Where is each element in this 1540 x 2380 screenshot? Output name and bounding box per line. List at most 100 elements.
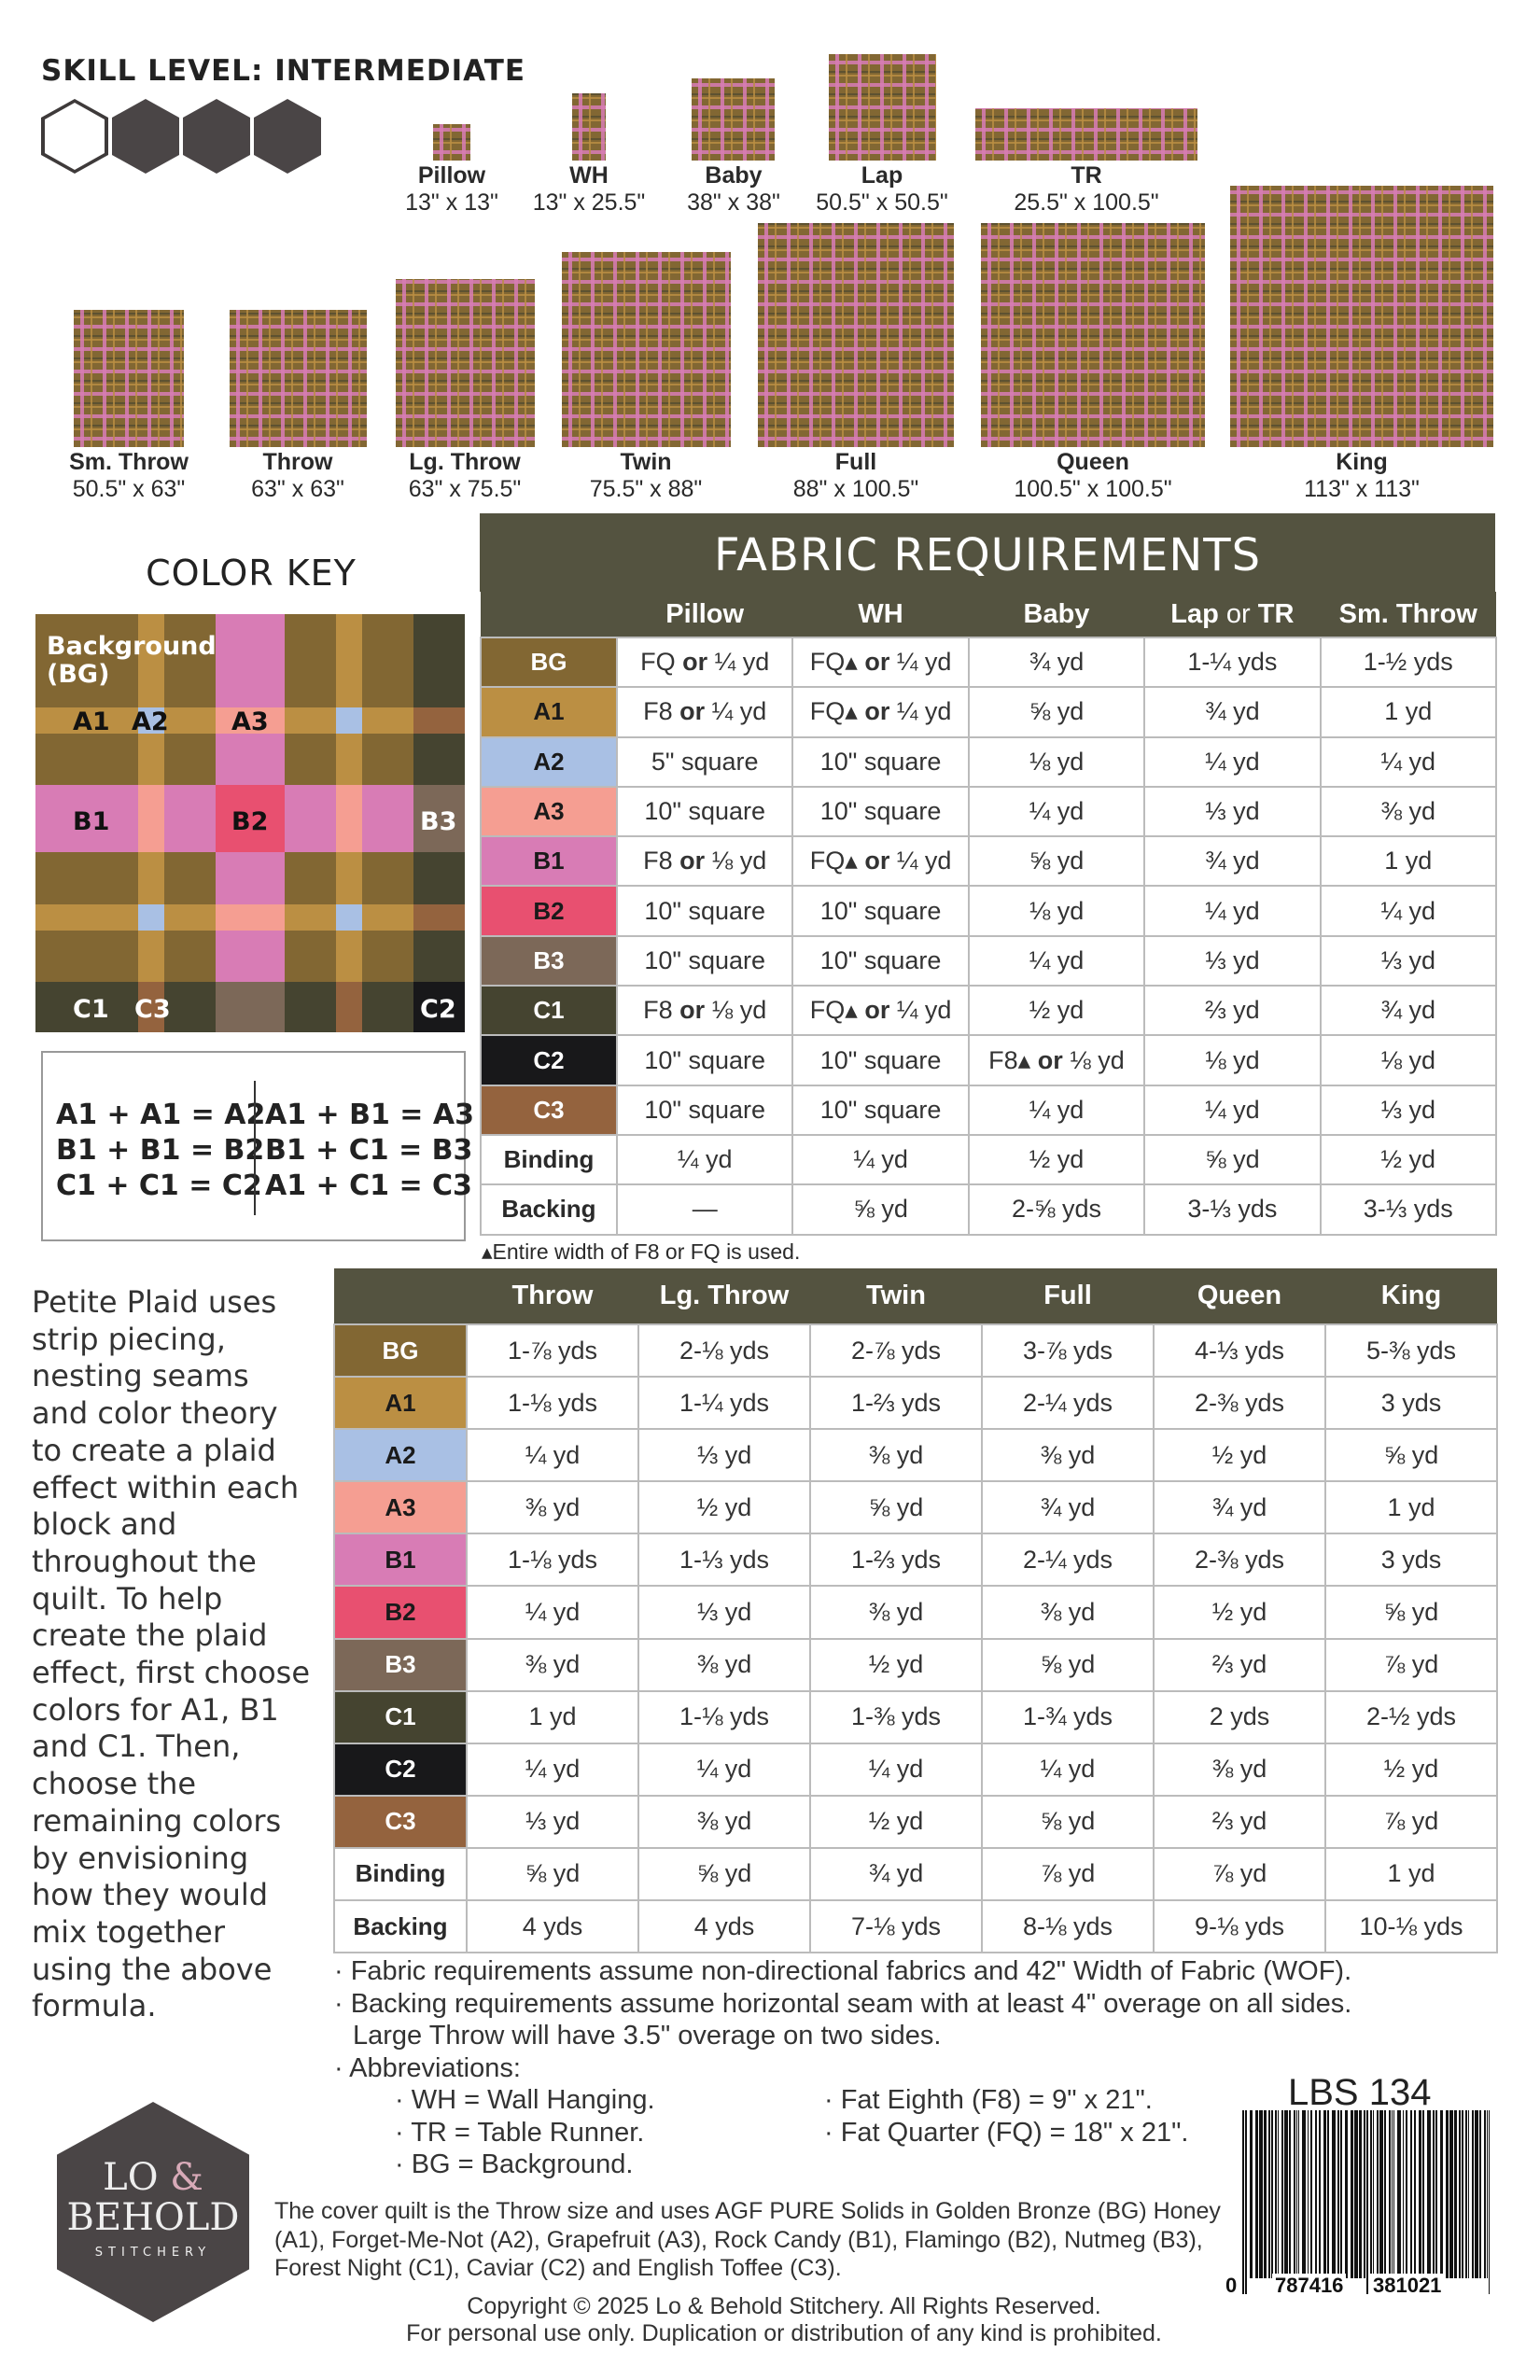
barcode-bar xyxy=(1373,2110,1374,2278)
row-label: C1 xyxy=(333,1689,468,1744)
plaid-cell xyxy=(413,733,465,785)
size-dims: 13" x 25.5" xyxy=(532,189,646,216)
column-header: Queen xyxy=(1154,1268,1325,1324)
table-cell: ¼ yd xyxy=(466,1428,639,1483)
table-cell: 2-¼ yds xyxy=(981,1376,1155,1431)
table-cell: 7-⅛ yds xyxy=(809,1899,983,1954)
plaid-cell xyxy=(163,931,217,982)
column-header: Lg. Throw xyxy=(638,1268,810,1324)
formulas-left: A1 + A1 = A2 B1 + B1 = B2 C1 + C1 = C2 xyxy=(56,1098,265,1204)
logo-text: LO xyxy=(103,2156,159,2199)
color-key-title: COLOR KEY xyxy=(146,553,357,594)
barcode-bar xyxy=(1468,2110,1469,2278)
table-cell: ⅓ yd xyxy=(466,1794,639,1849)
table-cell: ⅔ yd xyxy=(1153,1637,1326,1692)
abbreviation: · WH = Wall Hanging. xyxy=(395,2085,655,2115)
abbreviation: · Fat Quarter (FQ) = 18" x 21". xyxy=(824,2117,1189,2148)
barcode-bar xyxy=(1310,2110,1312,2278)
table-cell: ⅓ yd xyxy=(1319,934,1497,987)
cover-quilt-info: The cover quilt is the Throw size and us… xyxy=(274,2198,1221,2281)
plaid-cell xyxy=(35,931,139,982)
barcode-bar xyxy=(1377,2110,1379,2278)
table-cell: ⅝ yd xyxy=(1143,1133,1322,1186)
column-header: King xyxy=(1325,1268,1497,1324)
quilt-thumbnail xyxy=(433,124,470,161)
table-row: C3 ⅓ yd ⅜ yd ½ yd ⅝ yd ⅔ yd ⅞ yd xyxy=(333,1794,1498,1849)
table-row: B1 F8 or ⅛ yd FQ▴ or ¼ yd ⅝ yd ¾ yd 1 yd xyxy=(480,835,1497,888)
size-label: Full 88" x 100.5" xyxy=(793,449,919,503)
table-cell: 10" square xyxy=(791,735,970,788)
row-label: A1 xyxy=(333,1376,468,1431)
table-cell: 2-½ yds xyxy=(1324,1689,1498,1744)
size-dims: 75.5" x 88" xyxy=(589,476,703,502)
logo-text: & xyxy=(170,2156,203,2199)
plaid-cell xyxy=(163,733,217,785)
abbreviation: · BG = Background. xyxy=(395,2149,634,2179)
divider xyxy=(254,1081,256,1215)
barcode-bar xyxy=(1422,2110,1424,2278)
table-cell: ½ yd xyxy=(809,1637,983,1692)
plaid-cell xyxy=(284,707,336,734)
barcode-bar xyxy=(1296,2110,1297,2278)
abbreviations-right: · Fat Eighth (F8) = 9" x 21". · Fat Quar… xyxy=(824,2084,1188,2149)
table-cell: ½ yd xyxy=(1153,1428,1326,1483)
formula: A1 + C1 = C3 xyxy=(265,1169,472,1202)
fabric-requirements-title: FABRIC REQUIREMENTS xyxy=(480,513,1495,592)
label-a2: A2 xyxy=(132,707,169,736)
row-label: BG xyxy=(333,1323,468,1379)
barcode-bar xyxy=(1337,2110,1339,2278)
plaid-cell xyxy=(284,614,336,707)
barcode-bar xyxy=(1440,2110,1443,2278)
size-dims: 38" x 38" xyxy=(687,189,780,216)
row-label: B1 xyxy=(480,835,618,888)
plaid-cell xyxy=(35,733,139,785)
table-cell: ⅝ yd xyxy=(1324,1585,1498,1640)
row-label: B3 xyxy=(480,934,618,987)
brand-logo: LO & BEHOLD STITCHERY xyxy=(57,2102,249,2322)
table-cell: 2-⅛ yds xyxy=(637,1323,811,1379)
barcode-bar xyxy=(1435,2110,1437,2278)
plaid-cell xyxy=(413,614,465,707)
table-cell: ½ yd xyxy=(967,985,1146,1037)
barcode-bar xyxy=(1284,2110,1288,2278)
plaid-cell xyxy=(35,707,139,734)
plaid-cell xyxy=(335,852,362,904)
table-cell: ¼ yd xyxy=(1143,885,1322,937)
note: · Abbreviations: xyxy=(334,2052,521,2083)
size-label: Twin 75.5" x 88" xyxy=(590,449,703,503)
size-name: Sm. Throw xyxy=(69,449,189,475)
row-label: C1 xyxy=(480,985,618,1037)
barcode-digit: 381021 xyxy=(1370,2274,1445,2298)
table-cell: 10" square xyxy=(791,785,970,838)
row-label: A3 xyxy=(333,1480,468,1535)
table-row: C1 1 yd 1-⅛ yds 1-⅜ yds 1-¾ yds 2 yds 2-½ yds xyxy=(333,1689,1498,1744)
barcode-bar xyxy=(1255,2110,1258,2278)
row-label: C3 xyxy=(333,1794,468,1849)
note: Large Throw will have 3.5" overage on tw… xyxy=(353,2021,942,2051)
table-cell: ⅝ yd xyxy=(637,1846,811,1902)
formula: B1 + C1 = B3 xyxy=(265,1134,473,1167)
row-label: B2 xyxy=(333,1585,468,1640)
barcode-bar xyxy=(1345,2110,1348,2278)
plaid-cell xyxy=(413,931,465,982)
barcode-bar xyxy=(1354,2110,1358,2278)
column-header: Twin xyxy=(810,1268,982,1324)
size-name: WH xyxy=(569,162,609,189)
plaid-cell xyxy=(138,733,164,785)
size-name: Lg. Throw xyxy=(409,449,521,475)
plaid-cell xyxy=(413,784,465,853)
barcode-bar xyxy=(1489,2110,1490,2294)
table-row: A2 5" square 10" square ⅛ yd ¼ yd ¼ yd xyxy=(480,735,1497,788)
barcode-bar xyxy=(1427,2110,1431,2278)
size-name: Lap xyxy=(861,162,903,189)
table-cell: ⅔ yd xyxy=(1153,1794,1326,1849)
barcode-bar xyxy=(1308,2110,1309,2278)
size-label: Lg. Throw 63" x 75.5" xyxy=(409,449,522,503)
plaid-cell xyxy=(163,903,217,931)
table-cell: ¼ yd xyxy=(1319,885,1497,937)
table-cell: 10" square xyxy=(615,785,794,838)
barcode-bar xyxy=(1454,2110,1457,2278)
formula: C1 + C1 = C2 xyxy=(56,1169,262,1202)
quilt-thumbnail xyxy=(829,54,936,161)
column-header: WH xyxy=(792,592,969,637)
